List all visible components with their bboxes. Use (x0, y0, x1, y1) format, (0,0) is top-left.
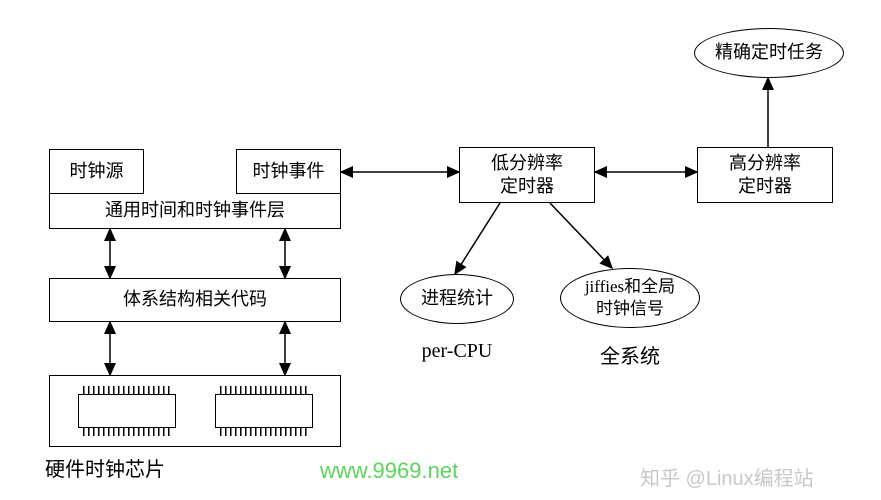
high-res-timer-box: 高分辨率 定时器 (697, 147, 833, 203)
whole-system-label: 全系统 (575, 340, 685, 369)
jiffies-ellipse: jiffies和全局 时钟信号 (560, 268, 700, 328)
arch-code-label: 体系结构相关代码 (123, 288, 267, 311)
precise-task-label: 精确定时任务 (715, 41, 823, 64)
arch-code-box: 体系结构相关代码 (49, 278, 341, 322)
clock-event-box: 时钟事件 (236, 149, 341, 194)
hw-chip-text: 硬件时钟芯片 (45, 459, 165, 481)
edge-lowres-procstats (455, 203, 500, 274)
watermark-green: www.9969.net (320, 458, 458, 484)
clock-source-label: 时钟源 (70, 160, 124, 183)
low-res-timer-label: 低分辨率 定时器 (491, 152, 563, 199)
generic-layer-box: 通用时间和时钟事件层 (49, 194, 341, 229)
jiffies-label: jiffies和全局 时钟信号 (585, 276, 675, 320)
whole-system-text: 全系统 (600, 346, 660, 368)
proc-stats-ellipse: 进程统计 (400, 274, 514, 324)
edge-lowres-jiffies (550, 203, 612, 268)
per-cpu-text: per-CPU (422, 340, 493, 362)
watermark-zhihu-text: 知乎 @Linux编程站 (640, 468, 814, 490)
chip-right-icon (215, 394, 313, 428)
hw-chip-label: 硬件时钟芯片 (45, 453, 225, 482)
low-res-timer-box: 低分辨率 定时器 (459, 147, 595, 203)
high-res-timer-label: 高分辨率 定时器 (729, 152, 801, 199)
generic-layer-label: 通用时间和时钟事件层 (105, 199, 285, 222)
clock-event-label: 时钟事件 (253, 160, 325, 183)
clock-source-box: 时钟源 (49, 149, 144, 194)
chip-left-icon (78, 394, 176, 428)
per-cpu-label: per-CPU (400, 340, 514, 363)
proc-stats-label: 进程统计 (421, 287, 493, 310)
watermark-zhihu: 知乎 @Linux编程站 (640, 462, 814, 491)
precise-task-ellipse: 精确定时任务 (694, 28, 844, 78)
watermark-green-text: www.9969.net (320, 458, 458, 483)
